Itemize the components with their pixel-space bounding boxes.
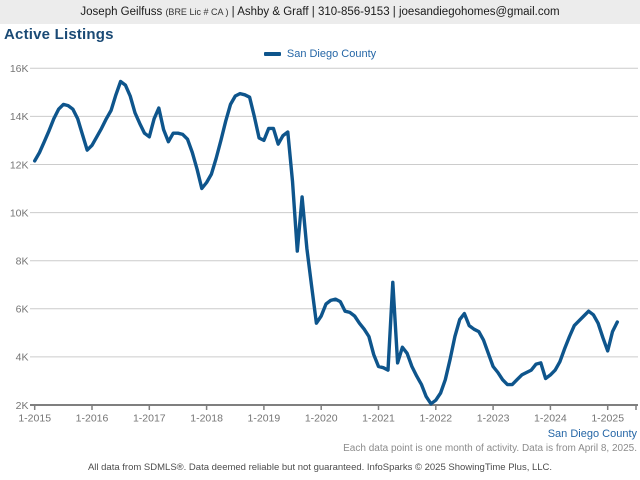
y-tick-label: 12K (10, 159, 29, 171)
y-tick-label: 6K (16, 304, 29, 316)
x-tick-label: 1-2024 (534, 413, 567, 425)
x-tick-label: 1-2023 (477, 413, 510, 425)
legend-series-label[interactable]: San Diego County (286, 48, 377, 60)
x-tick-label: 1-2017 (133, 413, 166, 425)
agent-license: (BRE Lic # CA ) (165, 7, 229, 17)
chart-legend: San Diego County (0, 48, 640, 60)
x-tick-label: 1-2020 (305, 413, 338, 425)
x-tick-label: 1-2018 (190, 413, 223, 425)
x-tick-label: 1-2019 (248, 413, 281, 425)
page-title: Active Listings (4, 26, 114, 43)
series-color-swatch[interactable] (263, 52, 281, 56)
x-tick-label: 1-2025 (591, 413, 624, 425)
y-tick-label: 4K (16, 352, 29, 364)
disclaimer: All data from SDMLS®. Data deemed reliab… (87, 462, 553, 473)
agent-info-bar: Joseph Geilfuss (BRE Lic # CA ) | Ashby … (0, 0, 640, 24)
y-tick-label: 8K (16, 256, 29, 268)
region-footnote: San Diego County (547, 428, 637, 440)
agent-contact: | Ashby & Graff | 310-856-9153 | joesand… (231, 6, 560, 18)
y-tick-label: 14K (10, 111, 29, 123)
y-tick-label: 2K (16, 400, 29, 412)
x-tick-label: 1-2016 (76, 413, 109, 425)
x-tick-label: 1-2022 (419, 413, 452, 425)
y-tick-label: 10K (10, 207, 29, 219)
y-tick-label: 16K (10, 63, 29, 75)
x-tick-label: 1-2021 (362, 413, 395, 425)
x-tick-label: 1-2015 (18, 413, 51, 425)
series-line-san-diego-county[interactable] (33, 79, 619, 406)
data-note: Each data point is one month of activity… (343, 443, 637, 454)
agent-name: Joseph Geilfuss (80, 6, 163, 18)
